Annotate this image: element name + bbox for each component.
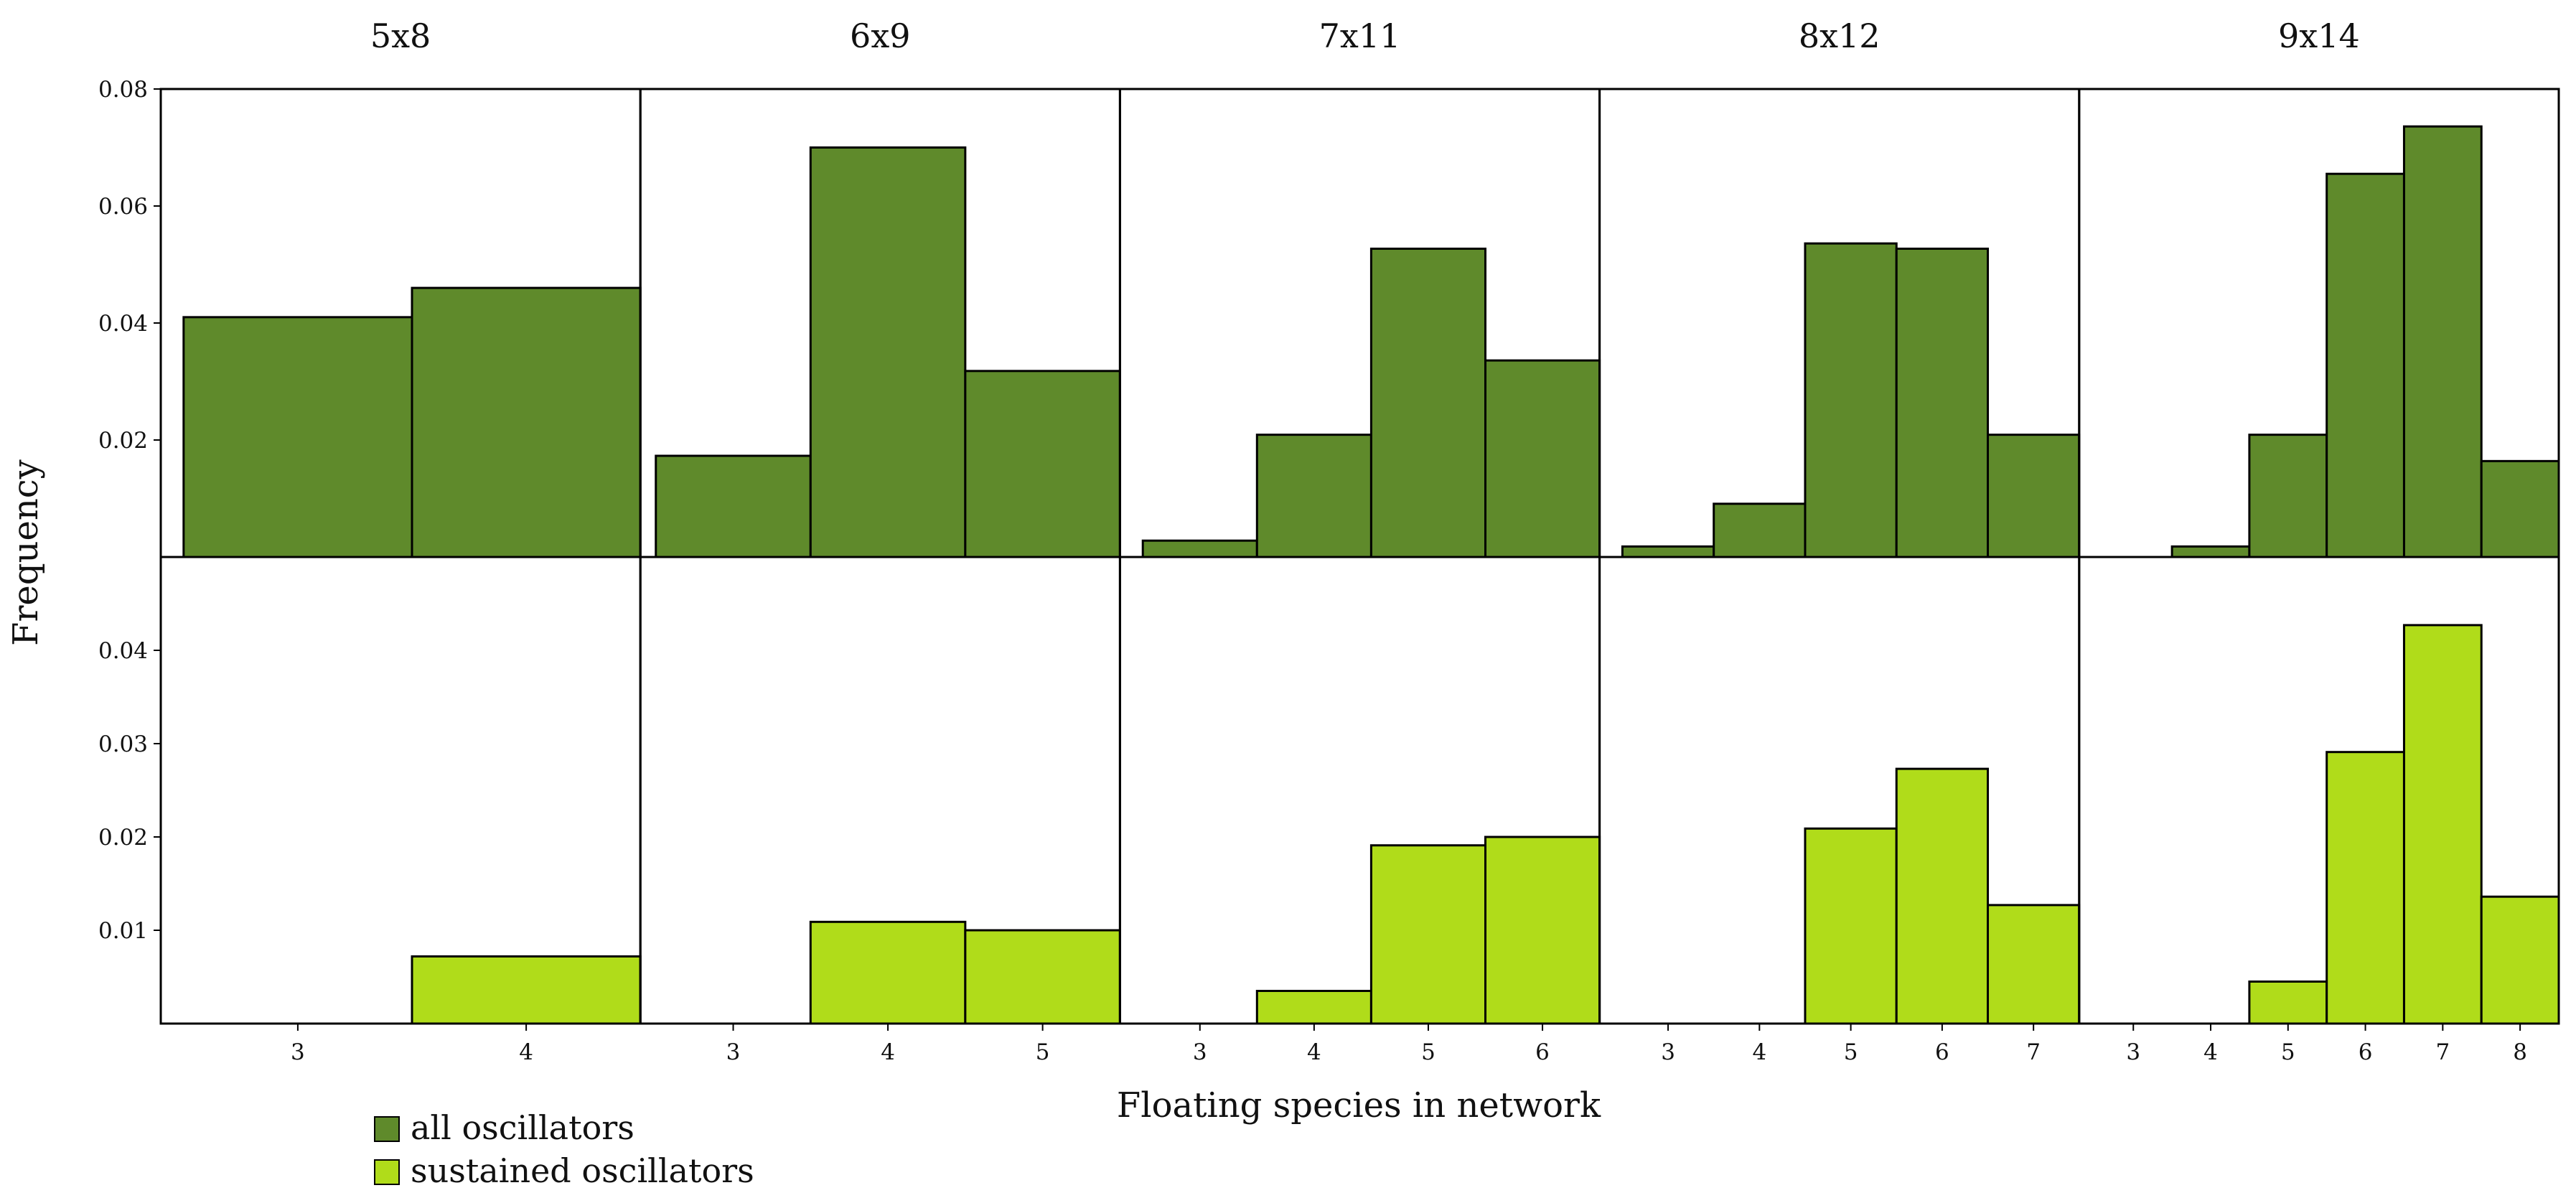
y-tick-label: 0.04	[98, 311, 148, 337]
legend: all oscillators sustained oscillators	[374, 1108, 754, 1190]
legend-swatch-sustained	[374, 1159, 400, 1185]
bar-sustained-9x14-7	[2402, 624, 2483, 1025]
panel-8x12: 8x12 3 4 5 6 7	[1598, 17, 2081, 1065]
legend-label-all: all oscillators	[411, 1108, 634, 1147]
panel-frame-bottom	[159, 556, 642, 1025]
x-tick-label: 6	[1935, 1039, 1949, 1065]
bar-all-9x14-5	[2248, 434, 2328, 558]
x-tick-label: 8	[2513, 1039, 2527, 1065]
panel-5x8: 5x8 3 4	[159, 17, 642, 1065]
x-tick-label: 3	[291, 1039, 305, 1065]
x-axis-label: Floating species in network	[1117, 1085, 1601, 1126]
bar-sustained-8x12-5	[1804, 827, 1898, 1025]
x-tick-label: 6	[2359, 1039, 2373, 1065]
bar-all-9x14-7	[2402, 125, 2483, 558]
bar-all-9x14-4	[2170, 545, 2251, 558]
x-tick-label: 3	[2126, 1039, 2140, 1065]
y-tick-label: 0.08	[98, 77, 148, 103]
bar-all-9x14-6	[2326, 172, 2405, 558]
bar-sustained-7x11-5	[1369, 844, 1487, 1025]
y-axis-label: Frequency	[6, 459, 46, 646]
bar-all-8x12-3	[1621, 545, 1715, 558]
panel-title: 9x14	[2278, 17, 2360, 55]
x-tick-label: 4	[519, 1039, 533, 1065]
bar-sustained-9x14-8	[2480, 895, 2560, 1025]
y-tick-label: 0.02	[98, 428, 148, 454]
panel-title: 6x9	[850, 17, 910, 55]
x-tick-label: 6	[1535, 1039, 1550, 1065]
bar-sustained-5x8-4	[411, 955, 642, 1025]
y-tick-label: 0.03	[98, 731, 148, 757]
panel-title: 8x12	[1799, 17, 1881, 55]
bar-all-7x11-6	[1484, 359, 1601, 558]
x-tick-label: 5	[1036, 1039, 1050, 1065]
y-tick-label: 0.02	[98, 825, 148, 851]
panel-7x11: 7x11 3 4 5 6	[1118, 17, 1601, 1065]
bar-sustained-6x9-4	[809, 920, 967, 1025]
x-tick-label: 7	[2026, 1039, 2041, 1065]
bar-sustained-9x14-5	[2248, 981, 2328, 1025]
bar-sustained-6x9-5	[964, 929, 1121, 1025]
legend-swatch-all	[374, 1116, 400, 1142]
x-tick-label: 5	[2281, 1039, 2295, 1065]
bar-sustained-8x12-6	[1895, 767, 1990, 1025]
bar-sustained-8x12-7	[1987, 904, 2081, 1025]
x-tick-label: 7	[2435, 1039, 2450, 1065]
bar-sustained-7x11-6	[1484, 836, 1601, 1025]
x-tick-label: 5	[1421, 1039, 1435, 1065]
x-tick-label: 3	[1661, 1039, 1675, 1065]
y-tick-label: 0.06	[98, 194, 148, 220]
bar-all-5x8-3	[182, 316, 413, 558]
bar-all-6x9-4	[809, 146, 967, 558]
panel-9x14: 9x14 3 4 5 6 7 8	[2078, 17, 2560, 1065]
panel-frame-bottom	[2078, 556, 2560, 1025]
x-tick-label: 4	[2203, 1039, 2218, 1065]
x-tick-label: 3	[726, 1039, 741, 1065]
bar-all-6x9-3	[655, 454, 812, 558]
x-tick-label: 4	[1752, 1039, 1766, 1065]
x-tick-label: 4	[881, 1039, 895, 1065]
bar-all-9x14-8	[2480, 459, 2560, 558]
y-tick-label: 0.01	[98, 918, 148, 944]
bar-all-8x12-7	[1987, 434, 2081, 558]
panel-title: 7x11	[1319, 17, 1401, 55]
bar-all-8x12-6	[1895, 247, 1990, 558]
ticks-layer: 0.02 0.04 0.06 0.08 0.01 0.02 0.03 0.04	[98, 77, 161, 944]
panel-6x9: 6x9 3 4 5	[639, 17, 1121, 1065]
bar-all-8x12-4	[1713, 502, 1807, 558]
bar-all-7x11-5	[1369, 247, 1487, 558]
bar-sustained-9x14-6	[2326, 751, 2405, 1025]
bar-all-8x12-5	[1804, 242, 1898, 558]
x-tick-label: 5	[1844, 1039, 1858, 1065]
panel-title: 5x8	[370, 17, 431, 55]
bar-all-7x11-3	[1141, 539, 1258, 558]
bar-all-6x9-5	[964, 370, 1121, 558]
x-tick-label: 4	[1307, 1039, 1321, 1065]
y-tick-label: 0.04	[98, 638, 148, 664]
bar-all-5x8-4	[411, 286, 642, 558]
x-tick-label: 3	[1193, 1039, 1207, 1065]
bar-sustained-7x11-4	[1255, 990, 1372, 1025]
panels-layer: 5x8 3 4 6x9 3 4 5 7x11 3 4 5 6 8x12 3 4 5 6 7 9x14 3 4 5 6 7 8	[159, 17, 2560, 1065]
legend-label-sustained: sustained oscillators	[411, 1151, 754, 1190]
bar-all-7x11-4	[1255, 434, 1372, 558]
